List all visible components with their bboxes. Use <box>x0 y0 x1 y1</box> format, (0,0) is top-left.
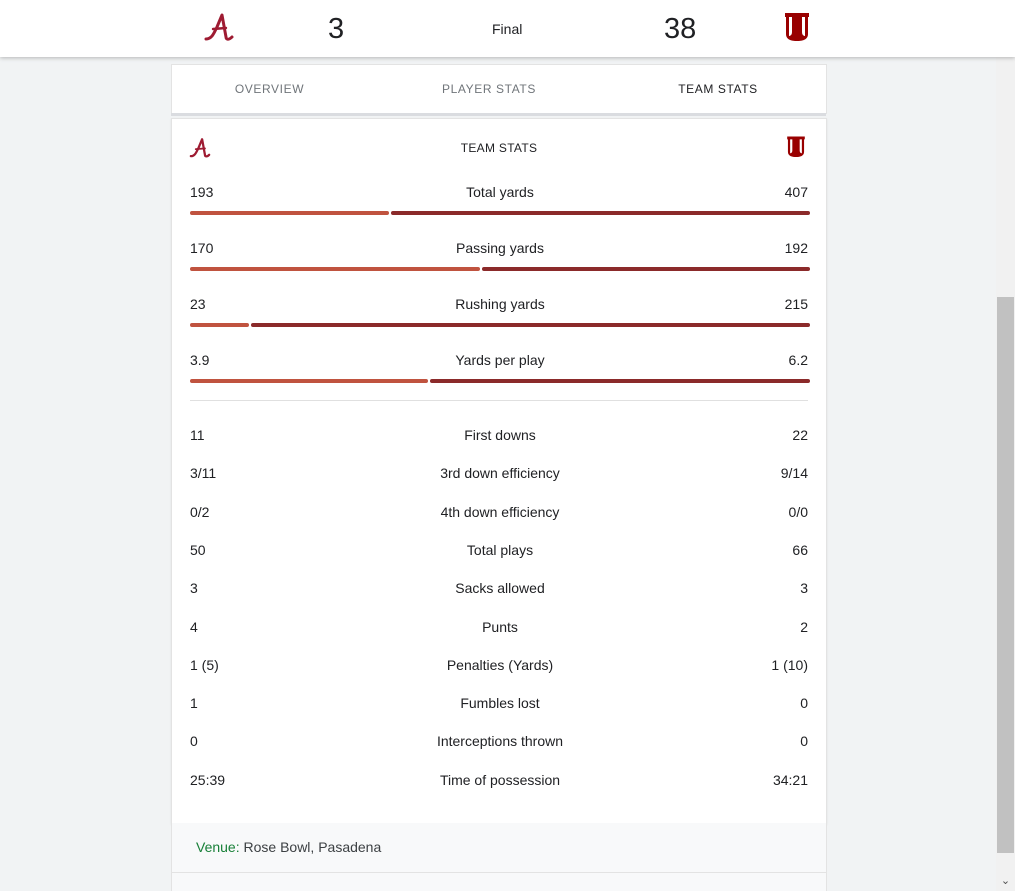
stat-label: Fumbles lost <box>460 695 540 712</box>
alabama-logo-icon[interactable] <box>200 8 238 44</box>
right-team-value: 1 (10) <box>771 656 808 673</box>
venue-value: Rose Bowl, Pasadena <box>243 839 382 855</box>
tab-divider <box>171 113 826 116</box>
right-team-value: 9/14 <box>780 465 808 482</box>
tab-team-stats[interactable]: TEAM STATS <box>678 82 758 96</box>
stat-label: 3rd down efficiency <box>440 465 560 482</box>
left-team-value: 3/11 <box>190 465 217 482</box>
stat-label: Passing yards <box>456 240 544 256</box>
right-team-value: 3 <box>800 580 808 597</box>
left-team-bar <box>190 379 428 383</box>
stat-label: Interceptions thrown <box>436 733 564 750</box>
scrollbar-thumb[interactable] <box>997 297 1014 853</box>
right-team-bar <box>430 379 810 383</box>
stat-label: 4th down efficiency <box>440 503 560 520</box>
game-status: Final <box>492 21 523 37</box>
right-team-value: 34:21 <box>772 771 808 788</box>
right-team-value: 0 <box>800 733 808 750</box>
right-team-value: 22 <box>792 427 808 443</box>
right-team-value: 0 <box>800 695 808 712</box>
stat-comparison-bar <box>190 211 810 215</box>
stat-label: First downs <box>464 427 536 443</box>
stat-label: Time of possession <box>439 771 561 788</box>
left-team-value: 3.9 <box>190 352 210 368</box>
right-team-bar <box>482 267 810 271</box>
stat-label: Rushing yards <box>455 296 545 312</box>
left-team-bar <box>190 267 480 271</box>
right-team-bar <box>251 323 810 327</box>
right-team-value: 2 <box>800 618 808 635</box>
stat-label: Punts <box>482 618 518 635</box>
left-team-value: 0/2 <box>190 503 210 520</box>
stat-comparison-bar <box>190 323 810 327</box>
right-team-value: 6.2 <box>788 352 808 368</box>
away-score: 38 <box>664 13 697 45</box>
right-team-value: 0/0 <box>788 503 808 520</box>
right-team-value: 192 <box>784 240 808 256</box>
left-team-value: 170 <box>190 240 214 256</box>
left-team-value: 3 <box>190 580 198 597</box>
next-section <box>171 873 827 891</box>
left-team-bar <box>190 323 249 327</box>
stat-label: Total plays <box>466 541 534 558</box>
venue-label: Venue: Rose Bowl, Pasadena <box>196 839 382 855</box>
left-team-value: 4 <box>190 618 198 635</box>
venue-footer: Venue: Rose Bowl, Pasadena <box>171 823 827 873</box>
tab-player-stats[interactable]: PLAYER STATS <box>442 82 536 96</box>
right-team-value: 407 <box>784 184 808 200</box>
section-divider <box>190 400 808 401</box>
stat-label: Penalties (Yards) <box>446 656 554 673</box>
indiana-logo-icon <box>785 133 809 161</box>
left-team-value: 1 <box>190 695 198 712</box>
scroll-down-arrow-icon[interactable]: ⌄ <box>1000 875 1011 887</box>
stat-label: Yards per play <box>455 352 545 368</box>
left-team-value: 1 (5) <box>190 656 219 673</box>
left-team-value: 25:39 <box>190 771 226 788</box>
right-team-value: 215 <box>784 296 808 312</box>
tab-bar: OVERVIEW PLAYER STATS TEAM STATS <box>171 64 827 114</box>
stat-label: Sacks allowed <box>455 580 545 597</box>
left-team-value: 193 <box>190 184 214 200</box>
left-team-value: 23 <box>190 296 206 312</box>
stat-comparison-bar <box>190 379 810 383</box>
stat-label: Total yards <box>466 184 534 200</box>
left-team-value: 50 <box>190 541 206 558</box>
team-stats-card: TEAM STATS 193 Total yards 407 170 Passing y… <box>171 118 827 824</box>
left-team-bar <box>190 211 389 215</box>
stat-comparison-bar <box>190 267 810 271</box>
left-team-value: 0 <box>190 733 198 750</box>
tab-overview[interactable]: OVERVIEW <box>234 82 305 96</box>
right-team-value: 66 <box>792 541 808 558</box>
indiana-logo-icon[interactable] <box>780 8 814 44</box>
score-header: 3 Final 38 <box>0 0 1015 57</box>
left-team-value: 11 <box>190 427 205 443</box>
team-stats-heading: TEAM STATS <box>460 141 538 155</box>
alabama-logo-icon <box>188 135 214 161</box>
right-team-bar <box>391 211 810 215</box>
home-score: 3 <box>328 13 345 45</box>
